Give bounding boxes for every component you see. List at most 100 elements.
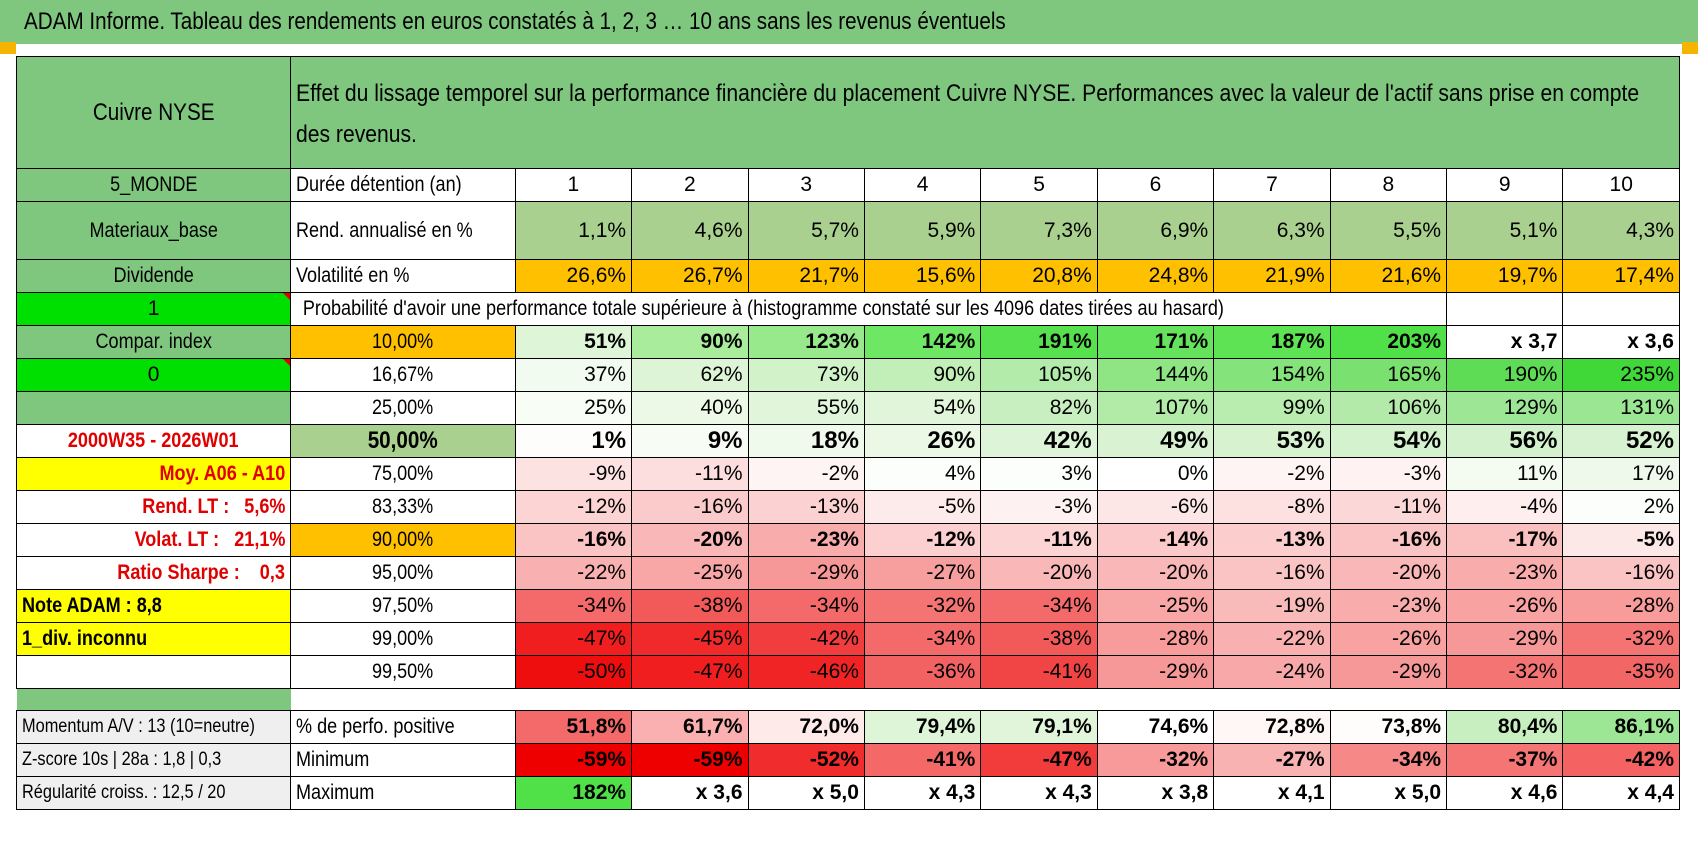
vol-value: 24,8% [1096,259,1215,293]
vol-value: 21,9% [1213,259,1331,293]
min-value: -27% [1213,743,1331,777]
quantile-value: -11% [980,523,1098,557]
quantile-row: Rend. LT : 5,6% 83,33% -12% -16% -13% -5… [15,490,1680,524]
quantile-row: 0 16,67% 37% 62% 73% 90% 105% 144% 154% … [15,358,1680,392]
quantile-value: -25% [1096,589,1215,623]
quantile-value: -29% [1446,622,1564,656]
volat-lt-label: Volat. LT : [134,528,219,551]
quantile-value: 105% [980,358,1098,392]
sector-cell: Materiaux_base [15,201,292,260]
quantile-level: 83,33% [290,490,516,524]
quantile-value: -9% [514,457,633,491]
volat-lt-cell: Volat. LT : 21,1% [15,523,292,557]
vol-value: 15,6% [863,259,982,293]
quantile-value: -23% [1446,556,1564,590]
quantile-value: -13% [1213,523,1331,557]
rend-value: 4,6% [631,201,749,260]
quantile-value: -42% [747,622,865,656]
vol-value: 19,7% [1446,259,1564,293]
quantile-value: -35% [1562,655,1680,689]
quantile-value: -20% [631,523,749,557]
spacer-green-cell [16,688,291,711]
performance-table: Cuivre NYSE Effet du lissage temporel su… [15,56,1680,810]
max-value: x 4,3 [980,776,1098,810]
quantile-value: -34% [863,622,982,656]
quantile-level: 99,00% [290,622,516,656]
rend-value: 6,9% [1096,201,1215,260]
quantile-value: 26% [863,424,982,458]
max-value: x 3,8 [1096,776,1215,810]
rend-label: Rend. annualisé en % [290,201,516,260]
quantile-value: -22% [514,556,633,590]
annualized-return-row: Materiaux_base Rend. annualisé en % 1,1%… [15,201,1680,260]
year-9: 9 [1446,168,1564,202]
positive-value: 72,8% [1213,710,1331,744]
vol-value: 21,7% [747,259,865,293]
quantile-value: -20% [1096,556,1215,590]
year-7: 7 [1213,168,1331,202]
quantile-value: 0% [1096,457,1215,491]
quantile-value: x 3,7 [1446,325,1564,359]
year-2: 2 [631,168,749,202]
positive-value: 61,7% [631,710,749,744]
rend-lt-label: Rend. LT : [141,495,229,518]
asset-name-cell: Cuivre NYSE [15,56,292,169]
quantile-row: Volat. LT : 21,1% 90,00% -16% -20% -23% … [15,523,1680,557]
minimum-row: Z-score 10s | 28a : 1,8 | 0,3 Minimum -5… [15,743,1680,777]
quantile-value: 106% [1329,391,1448,425]
quantile-value: -45% [631,622,749,656]
quantile-value: 107% [1096,391,1215,425]
quantile-value: -12% [514,490,633,524]
positive-value: 72,0% [747,710,865,744]
quantile-value: 54% [863,391,982,425]
quantile-value: -2% [747,457,865,491]
quantile-value: x 3,6 [1562,325,1680,359]
quantile-value: -50% [514,655,633,689]
rend-value: 6,3% [1213,201,1331,260]
quantile-value: 1% [514,424,633,458]
quantile-value: -16% [1329,523,1448,557]
year-1: 1 [514,168,633,202]
quantile-value: -41% [980,655,1098,689]
quantile-level: 25,00% [290,391,516,425]
vol-value: 21,6% [1329,259,1448,293]
max-label: Maximum [290,776,516,810]
quantile-value: 18% [747,424,865,458]
positive-value: 79,1% [980,710,1098,744]
quantile-value: 37% [514,358,633,392]
quantile-level: 75,00% [290,457,516,491]
quantile-level: 50,00% [290,424,516,458]
quantile-value: 99% [1213,391,1331,425]
quantile-value: -4% [1446,490,1564,524]
min-value: -59% [631,743,749,777]
quantile-value: -16% [514,523,633,557]
dividend-value-cell[interactable]: 1 [15,292,292,326]
quantile-value: -3% [1329,457,1448,491]
quantile-value: -11% [631,457,749,491]
report-banner: ADAM Informe. Tableau des rendements en … [0,0,1698,44]
quantile-value: -14% [1096,523,1215,557]
compar-label-cell: Compar. index [15,325,292,359]
maximum-row: Régularité croiss. : 12,5 / 20 Maximum 1… [15,776,1680,810]
quantile-row: Moy. A06 - A10 75,00% -9% -11% -2% 4% 3%… [15,457,1680,491]
quantile-value: -26% [1446,589,1564,623]
compar-value-cell[interactable]: 0 [15,358,292,392]
quantile-value: -20% [1329,556,1448,590]
quantile-value: -24% [1213,655,1331,689]
quantile-value: 171% [1096,325,1215,359]
quantile-value: -29% [1096,655,1215,689]
quantile-value: 55% [747,391,865,425]
zscore-cell: Z-score 10s | 28a : 1,8 | 0,3 [15,743,292,777]
div-info-cell: 1_div. inconnu [15,622,292,656]
rend-lt-cell: Rend. LT : 5,6% [15,490,292,524]
quantile-value: 49% [1096,424,1215,458]
quantile-value: -32% [1446,655,1564,689]
min-label: Minimum [290,743,516,777]
quantile-value: -5% [863,490,982,524]
quantile-value: -6% [1096,490,1215,524]
quantile-value: -11% [1329,490,1448,524]
quantile-value: -46% [747,655,865,689]
spacer-cell [291,689,1680,711]
quantile-value: -2% [1213,457,1331,491]
max-value: x 5,0 [747,776,865,810]
